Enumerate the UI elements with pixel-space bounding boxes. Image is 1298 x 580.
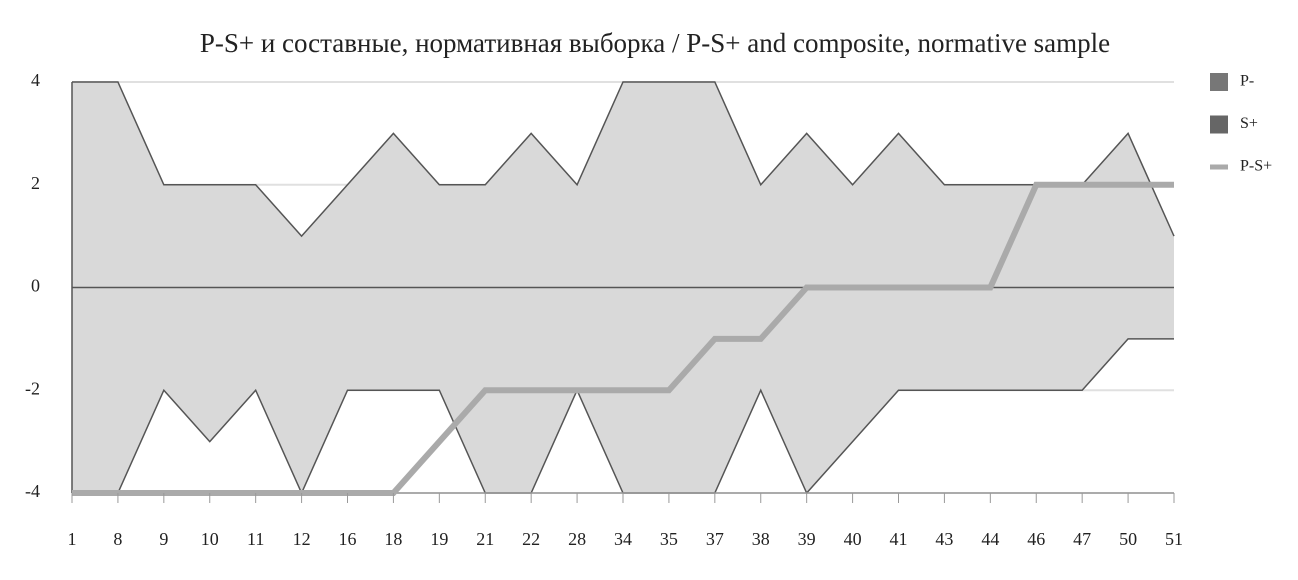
- y-tick-label: 4: [31, 70, 40, 90]
- legend-label: P-S+: [1240, 158, 1272, 175]
- x-tick-label: 28: [568, 529, 586, 549]
- x-tick-label: 47: [1073, 529, 1091, 549]
- legend-swatch: [1210, 115, 1228, 134]
- x-tick-label: 12: [293, 529, 311, 549]
- chart-title: P-S+ и составные, нормативная выборка / …: [200, 28, 1110, 58]
- x-tick-label: 19: [430, 529, 448, 549]
- y-tick-label: -2: [25, 378, 40, 398]
- x-tick-label: 22: [522, 529, 540, 549]
- x-tick-label: 44: [981, 529, 999, 549]
- x-tick-label: 38: [752, 529, 770, 549]
- x-tick-label: 1: [68, 529, 77, 549]
- x-tick-label: 46: [1027, 529, 1045, 549]
- x-tick-label: 8: [113, 529, 122, 549]
- area-line: [72, 81, 1175, 238]
- x-tick-label: 11: [247, 529, 264, 549]
- x-tick-label: 51: [1165, 529, 1183, 549]
- x-tick-label: 50: [1119, 529, 1137, 549]
- x-tick-label: 41: [890, 529, 908, 549]
- y-tick-label: -4: [25, 481, 40, 501]
- x-tick-label: 35: [660, 529, 678, 549]
- legend-label: P-: [1240, 73, 1254, 90]
- x-tick-label: 18: [384, 529, 402, 549]
- y-tick-label: 2: [31, 173, 40, 193]
- x-tick-label: 9: [159, 529, 168, 549]
- x-tick-label: 40: [844, 529, 862, 549]
- x-tick-label: 37: [706, 529, 724, 549]
- legend-swatch: [1210, 73, 1228, 91]
- x-tick-label: 39: [798, 529, 816, 549]
- x-tick-label: 21: [476, 529, 494, 549]
- x-tick-label: 16: [339, 529, 357, 549]
- legend-label: S+: [1240, 115, 1258, 132]
- x-tick-label: 10: [201, 529, 219, 549]
- x-tick-label: 34: [614, 529, 632, 549]
- x-tick-label: 43: [935, 529, 953, 549]
- y-tick-label: 0: [31, 276, 40, 296]
